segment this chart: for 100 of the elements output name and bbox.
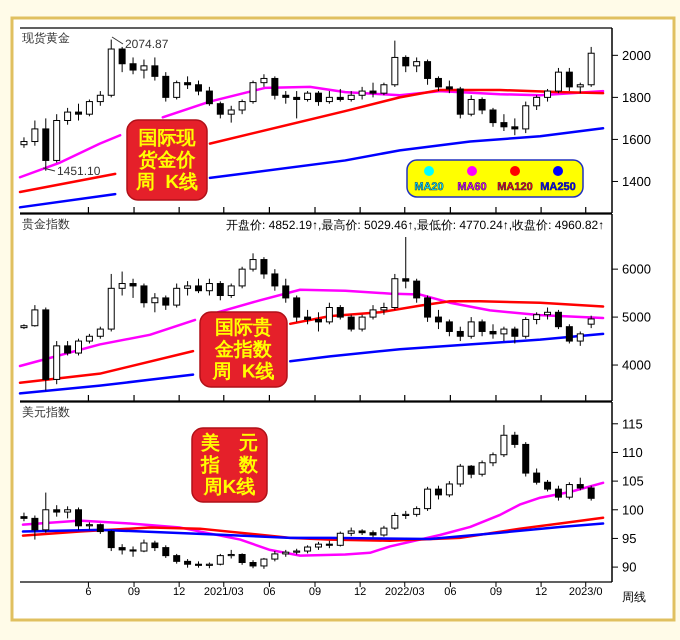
candlestick xyxy=(370,304,377,320)
candlestick xyxy=(500,326,508,342)
candlestick xyxy=(162,544,170,558)
candlestick xyxy=(380,525,388,538)
candlestick xyxy=(304,309,312,325)
x-tick-label: 09 xyxy=(308,586,322,598)
candlestick xyxy=(326,90,333,104)
candlestick xyxy=(194,80,202,96)
candlestick xyxy=(566,67,573,92)
candlestick xyxy=(566,324,573,344)
candlestick xyxy=(490,452,497,467)
y-tick-label: 115 xyxy=(622,416,643,432)
candlestick xyxy=(130,278,137,298)
x-tick-label: 2021/03 xyxy=(204,586,244,598)
candlestick xyxy=(522,101,530,134)
candlestick xyxy=(336,88,344,102)
annotation: 国际现货金价周 K线 xyxy=(134,128,198,192)
candlestick xyxy=(424,295,432,322)
candlestick xyxy=(260,557,268,570)
candlestick xyxy=(53,504,60,518)
candlestick xyxy=(250,80,257,104)
candlestick xyxy=(118,46,126,73)
candlestick xyxy=(293,295,300,322)
candlestick xyxy=(554,485,562,502)
candlestick xyxy=(380,302,388,316)
candlestick xyxy=(75,506,82,530)
candlestick xyxy=(118,271,126,296)
chart-title: 美元指数 xyxy=(22,405,70,419)
candlestick xyxy=(31,515,38,540)
candlestick xyxy=(216,553,224,566)
candlestick xyxy=(151,292,158,313)
legend-label: MA120 xyxy=(497,181,533,193)
candlestick xyxy=(86,98,93,117)
candlestick xyxy=(456,326,464,342)
candlestick xyxy=(380,82,388,96)
candlestick xyxy=(511,326,518,344)
candlestick xyxy=(446,318,453,337)
candlestick xyxy=(434,76,442,92)
x-tick-label: 2022/03 xyxy=(384,586,425,598)
candlestick xyxy=(96,90,104,106)
x-tick-label: 6 xyxy=(85,586,92,598)
candlestick xyxy=(468,316,475,340)
candlestick xyxy=(64,340,72,356)
candlestick xyxy=(238,552,246,566)
candlestick xyxy=(20,136,28,148)
candlestick xyxy=(336,304,344,320)
x-tick-label: 06 xyxy=(263,586,276,598)
candlestick xyxy=(314,312,322,332)
candlestick xyxy=(64,506,72,519)
candlestick xyxy=(468,94,475,117)
candlestick xyxy=(64,107,72,126)
candlestick xyxy=(86,333,93,344)
candlestick xyxy=(304,90,312,102)
candlestick xyxy=(118,544,126,555)
candlestick xyxy=(238,266,246,289)
candlestick xyxy=(446,80,453,94)
x-tick-label: 12 xyxy=(173,586,186,598)
candlestick xyxy=(370,82,377,98)
candlestick xyxy=(358,314,366,332)
candlestick xyxy=(260,256,268,280)
candlestick xyxy=(348,90,355,102)
candlestick xyxy=(588,485,595,502)
candlestick xyxy=(108,530,115,552)
chart-title: 贵金指数 xyxy=(22,217,70,231)
candlestick xyxy=(238,98,246,115)
candlestick xyxy=(140,59,148,79)
candlestick xyxy=(402,236,410,289)
candlestick xyxy=(576,82,584,94)
y-tick-label: 90 xyxy=(622,560,636,575)
candlestick xyxy=(391,512,398,530)
candlestick xyxy=(194,278,202,294)
candlestick xyxy=(413,278,420,304)
x-tick-label: 06 xyxy=(444,586,456,598)
candlestick xyxy=(576,477,584,491)
candlestick xyxy=(544,88,552,102)
candlestick xyxy=(75,338,82,356)
candlestick xyxy=(434,309,442,330)
annotation: 美 元指 数周K线 xyxy=(200,432,259,498)
y-tick-label: 5000 xyxy=(622,310,651,325)
text: 周线 xyxy=(622,590,646,604)
candlestick xyxy=(533,94,540,110)
candlestick xyxy=(31,120,38,146)
candlestick xyxy=(413,56,420,73)
candlestick xyxy=(282,90,290,104)
candlestick xyxy=(216,101,224,119)
candlestick xyxy=(522,316,530,340)
candlestick xyxy=(500,114,508,132)
candlestick xyxy=(554,309,562,330)
candlestick xyxy=(96,523,104,534)
y-tick-label: 1800 xyxy=(622,90,651,105)
line-series xyxy=(22,522,604,540)
annotation: 开盘价: 4852.19↑,最高价: 5029.46↑,最低价: 4770.24↑,收盘价: 4960.82↑ xyxy=(226,218,604,232)
candlestick xyxy=(478,460,486,478)
candlestick xyxy=(511,118,518,136)
candlestick xyxy=(228,283,235,298)
candlestick xyxy=(511,431,518,448)
candlestick xyxy=(544,479,552,492)
y-tick-label: 1600 xyxy=(622,132,651,147)
candlestick xyxy=(282,278,290,304)
candlestick xyxy=(140,539,148,553)
